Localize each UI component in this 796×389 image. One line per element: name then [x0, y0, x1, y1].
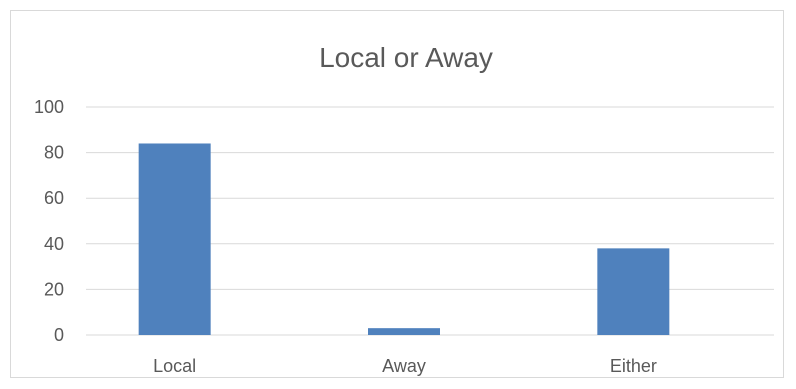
x-tick-label: Away [382, 356, 426, 376]
x-axis-ticks: Local Away Either [153, 356, 657, 376]
bars [138, 143, 670, 335]
y-tick-label: 80 [44, 143, 64, 163]
y-axis-ticks: 0 20 40 60 80 100 [34, 97, 64, 345]
y-tick-label: 20 [44, 279, 64, 299]
chart-title: Local or Away [319, 42, 493, 73]
y-tick-label: 0 [54, 325, 64, 345]
bar-local [138, 143, 211, 335]
y-tick-label: 60 [44, 188, 64, 208]
bar-either [597, 248, 670, 335]
y-tick-label: 40 [44, 234, 64, 254]
x-tick-label: Local [153, 356, 196, 376]
bar-away [368, 328, 440, 335]
y-tick-label: 100 [34, 97, 64, 117]
x-tick-label: Either [610, 356, 657, 376]
